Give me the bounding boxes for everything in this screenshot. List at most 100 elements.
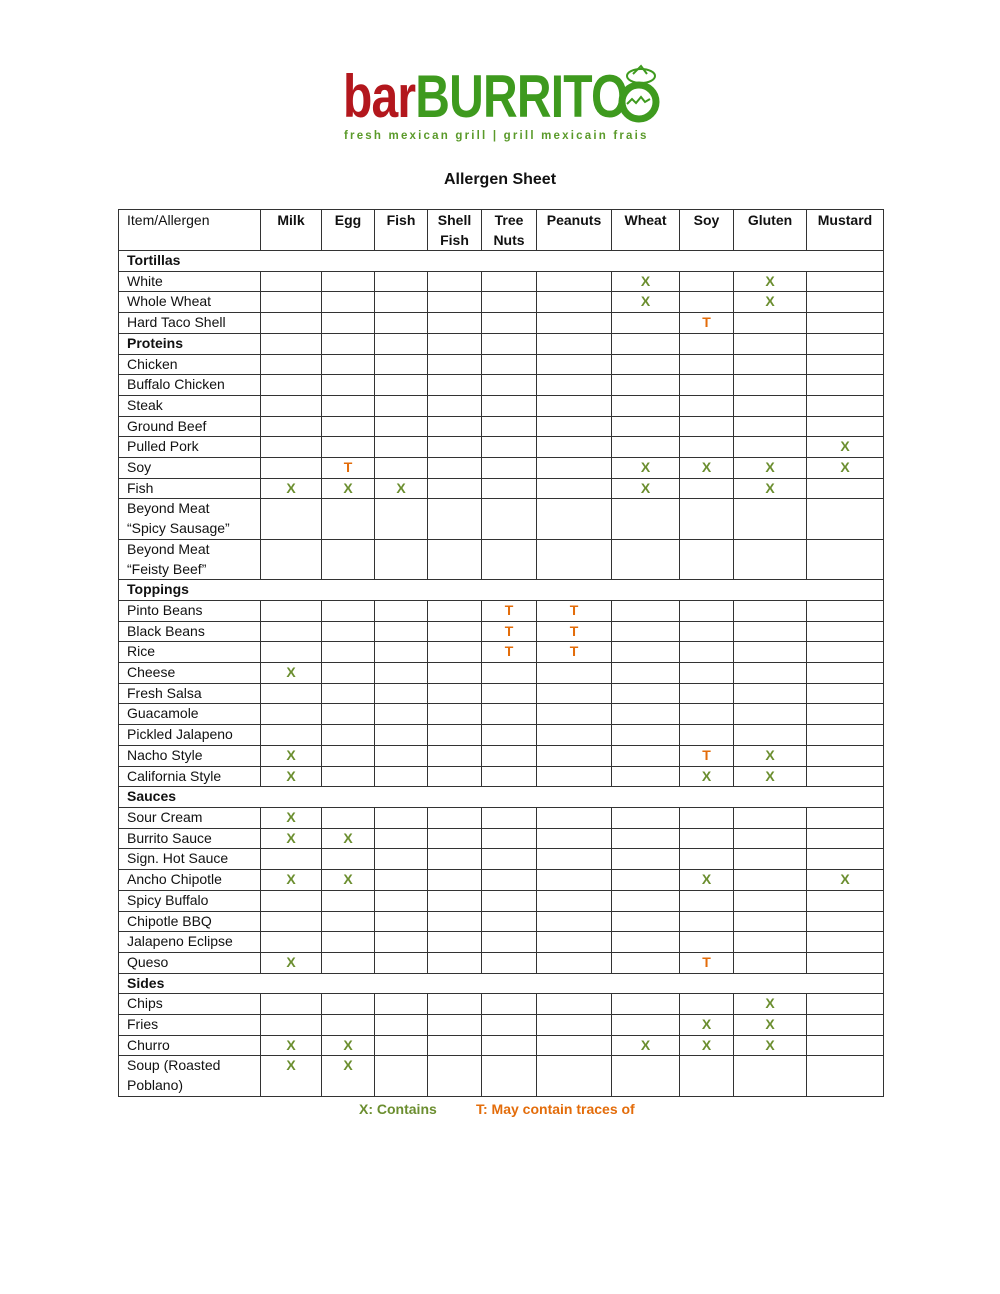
item-label: Guacamole xyxy=(118,703,261,726)
allergen-cell: X xyxy=(260,1055,322,1097)
item-name: Pickled Jalapeno xyxy=(127,726,233,743)
allergen-cell xyxy=(536,538,612,581)
allergen-cell xyxy=(260,374,322,396)
logo-burrito-text: BURRITO xyxy=(415,63,628,130)
allergen-cell xyxy=(481,848,537,871)
allergen-cell xyxy=(374,724,428,746)
allergen-cell: T xyxy=(536,620,612,643)
item-name: Ancho Chipotle xyxy=(127,871,222,888)
allergen-cell xyxy=(321,599,375,622)
allergen-cell xyxy=(427,457,482,479)
allergen-cell xyxy=(611,353,680,376)
allergen-cell xyxy=(806,415,884,438)
item-name: Guacamole xyxy=(127,705,199,722)
column-header-item: Item/Allergen xyxy=(118,209,261,251)
empty-cell xyxy=(260,332,322,355)
item-name: Buffalo Chicken xyxy=(127,376,225,393)
allergen-cell xyxy=(260,312,322,334)
allergen-cell xyxy=(427,931,482,953)
column-header: Shell Fish xyxy=(427,209,482,251)
allergen-cell xyxy=(679,682,734,705)
allergen-cell xyxy=(427,848,482,871)
allergen-cell xyxy=(321,889,375,912)
allergen-cell xyxy=(679,415,734,438)
allergen-cell xyxy=(374,848,428,871)
section-row: Sides xyxy=(118,972,884,995)
allergen-cell xyxy=(374,662,428,684)
item-label: Jalapeno Eclipse xyxy=(118,931,261,953)
allergen-cell xyxy=(260,993,322,1016)
allergen-cell xyxy=(806,848,884,871)
allergen-cell xyxy=(611,910,680,933)
allergen-cell xyxy=(806,312,884,334)
allergen-cell xyxy=(679,1055,734,1097)
allergen-cell xyxy=(481,869,537,891)
allergen-cell: X xyxy=(806,869,884,891)
allergen-cell xyxy=(536,477,612,500)
allergen-cell xyxy=(806,910,884,933)
table-row: Buffalo Chicken xyxy=(118,374,884,396)
allergen-cell xyxy=(481,827,537,850)
allergen-cell xyxy=(427,951,482,974)
allergen-cell: X xyxy=(321,1034,375,1057)
table-row: California Style X X X xyxy=(118,765,884,788)
allergen-cell xyxy=(374,312,428,334)
allergen-cell xyxy=(733,374,807,396)
item-name: Chips xyxy=(127,995,163,1012)
allergen-cell: T xyxy=(679,744,734,767)
allergen-cell xyxy=(427,889,482,912)
item-label: Pickled Jalapeno xyxy=(118,724,261,746)
allergen-cell xyxy=(427,662,482,684)
allergen-cell xyxy=(260,931,322,953)
allergen-cell xyxy=(260,538,322,581)
allergen-cell xyxy=(374,620,428,643)
item-label: Fresh Salsa xyxy=(118,682,261,705)
allergen-cell xyxy=(536,498,612,540)
allergen-cell xyxy=(733,724,807,746)
item-label: White xyxy=(118,270,261,293)
allergen-cell xyxy=(481,477,537,500)
allergen-cell xyxy=(536,312,612,334)
allergen-cell xyxy=(427,599,482,622)
table-row: Guacamole xyxy=(118,703,884,726)
column-header: Tree Nuts xyxy=(481,209,537,251)
allergen-cell xyxy=(536,1055,612,1097)
allergen-cell xyxy=(806,641,884,664)
allergen-cell: X xyxy=(733,1014,807,1036)
allergen-cell xyxy=(481,889,537,912)
allergen-cell xyxy=(536,806,612,829)
section-label: Sides xyxy=(118,972,884,995)
allergen-cell xyxy=(374,682,428,705)
table-row: Chicken xyxy=(118,353,884,376)
section-label: Tortillas xyxy=(118,250,884,272)
allergen-cell xyxy=(427,765,482,788)
allergen-cell xyxy=(611,1014,680,1036)
item-name: Soy xyxy=(127,459,152,476)
allergen-cell xyxy=(321,910,375,933)
allergen-cell xyxy=(679,394,734,417)
allergen-cell xyxy=(806,931,884,953)
table-row: Rice T T xyxy=(118,641,884,664)
allergen-cell xyxy=(374,1055,428,1097)
item-name: California Style xyxy=(127,767,222,784)
item-label: Fish xyxy=(118,477,261,500)
allergen-cell xyxy=(481,931,537,953)
allergen-cell xyxy=(481,498,537,540)
allergen-cell xyxy=(611,848,680,871)
allergen-cell xyxy=(481,1034,537,1057)
item-name-line2: Poblano) xyxy=(127,1077,184,1094)
allergen-cell xyxy=(611,1055,680,1097)
allergen-cell xyxy=(427,724,482,746)
allergen-cell xyxy=(536,993,612,1016)
empty-cell xyxy=(536,332,612,355)
allergen-cell xyxy=(321,498,375,540)
allergen-cell xyxy=(427,703,482,726)
allergen-cell xyxy=(427,291,482,314)
logo-wordmark: barBURRITO xyxy=(343,62,628,132)
item-name: Chipotle BBQ xyxy=(127,912,212,929)
section-label: Sauces xyxy=(118,786,884,808)
allergen-cell xyxy=(611,889,680,912)
table-row: Steak xyxy=(118,394,884,417)
allergen-cell xyxy=(427,641,482,664)
allergen-cell xyxy=(536,1014,612,1036)
